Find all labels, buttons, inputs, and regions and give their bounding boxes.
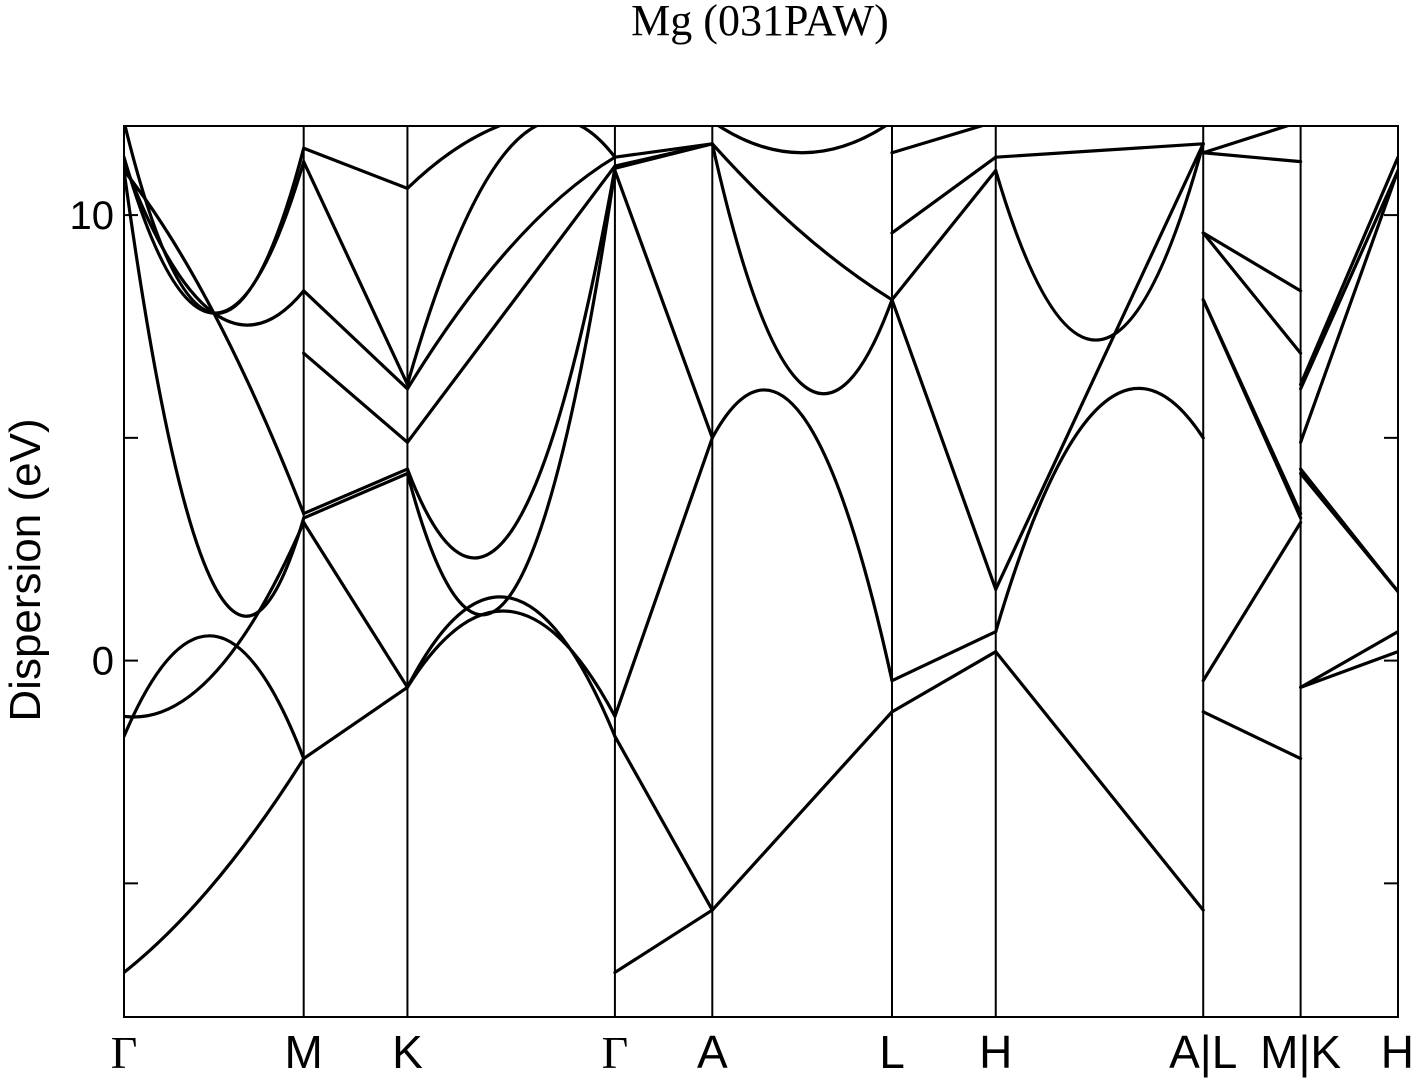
band-M-K-2: [302, 471, 410, 520]
band-L-M-1: [1201, 520, 1303, 683]
band-Γ-M-5: [124, 160, 306, 327]
band-M-K-1: [302, 520, 410, 689]
band-K-H-5: [1299, 168, 1398, 391]
band-L-H-4: [890, 155, 998, 235]
kpoint-label-5: L: [879, 1026, 905, 1078]
band-L-H-1: [890, 630, 998, 683]
band-A-L-4: [716, 126, 889, 155]
chart-title: Mg (031PAW): [631, 0, 889, 45]
band-Γ-M-2: [124, 520, 306, 719]
band-Γ-A-0: [613, 908, 714, 975]
band-K-Γ-4: [405, 164, 617, 444]
band-L-M-0: [1201, 710, 1303, 761]
bands-layer: [124, 126, 1398, 975]
band-H-A-2: [994, 142, 1205, 591]
band-L-M-3: [1201, 298, 1303, 516]
kpoint-label-3: Γ: [602, 1027, 629, 1078]
band-M-K-7: [302, 146, 410, 190]
y-axis-label: Dispersion (eV): [1, 418, 50, 721]
band-Γ-A-2: [613, 436, 714, 718]
band-Γ-A-1: [613, 734, 714, 912]
kpoint-label-9: H: [1381, 1026, 1414, 1078]
kpoint-labels: Γ M K Γ A L H A|L M|K H: [111, 1026, 1414, 1078]
band-K-Γ-7: [405, 126, 504, 190]
band-K-H-0: [1299, 650, 1398, 689]
band-M-K-6: [302, 160, 410, 386]
band-Γ-M-7: [124, 126, 306, 315]
band-A-L-0: [710, 710, 894, 912]
kpoint-label-2: K: [392, 1026, 423, 1078]
kpoint-lines: [302, 126, 1302, 1017]
band-K-Γ-3: [405, 166, 617, 560]
kpoint-label-7: A|L: [1169, 1026, 1237, 1078]
band-L-M-5: [1201, 231, 1303, 293]
band-L-H-0: [890, 650, 998, 714]
band-K-H-3: [1299, 467, 1398, 594]
band-K-Γ-6: [405, 126, 617, 386]
band-M-K-3: [302, 467, 410, 516]
band-K-H-1: [1299, 630, 1398, 689]
kpoint-label-4: A: [697, 1026, 728, 1078]
plot-frame: [123, 125, 1399, 1018]
band-L-M-6: [1201, 151, 1303, 164]
kpoint-label-0: Γ: [111, 1027, 138, 1078]
band-Γ-M-0: [124, 757, 306, 975]
kpoint-label-1: M: [285, 1026, 323, 1078]
band-Γ-M-1: [124, 634, 306, 761]
band-K-Γ-1: [405, 595, 617, 738]
band-K-H-4: [1299, 168, 1398, 444]
band-H-A-4: [994, 142, 1205, 159]
band-Γ-M-3: [124, 168, 306, 618]
band-Γ-A-6: [613, 142, 714, 159]
kpoint-label-8: M|K: [1260, 1026, 1341, 1078]
y-ticks: 0 10: [70, 194, 1398, 885]
y-tick-label-0: 0: [92, 640, 114, 684]
band-M-K-4: [302, 351, 410, 444]
band-Γ-A-3: [613, 168, 714, 440]
band-H-A-0: [994, 650, 1205, 912]
band-H-A-1: [994, 386, 1205, 634]
band-A-L-3: [710, 142, 894, 302]
band-K-H-6: [1299, 155, 1398, 386]
band-M-K-0: [302, 685, 410, 761]
band-A-L-2: [710, 142, 894, 396]
band-H-A-3: [994, 142, 1205, 342]
band-K-Γ-2: [405, 168, 617, 617]
band-A-L-1: [710, 388, 894, 683]
band-L-H-2: [890, 298, 998, 591]
kpoint-label-6: H: [979, 1026, 1012, 1078]
y-tick-label-10: 10: [70, 194, 115, 238]
band-K-Γ-5: [405, 155, 617, 391]
band-M-K-5: [302, 289, 410, 391]
band-L-H-3: [890, 168, 998, 302]
band-K-Γ-0: [405, 609, 617, 718]
band-L-M-4: [1201, 231, 1303, 355]
